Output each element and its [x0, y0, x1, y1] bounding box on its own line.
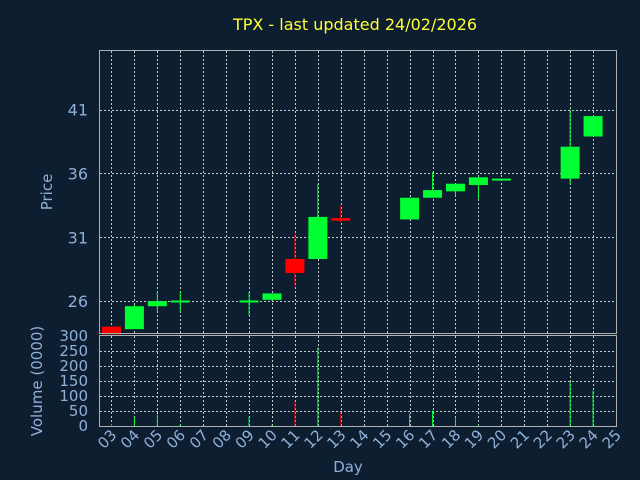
candle-body: [423, 190, 443, 198]
volume-tick-label: 150: [59, 372, 88, 390]
candle-body: [124, 306, 144, 330]
candle-body: [101, 326, 121, 335]
volume-tick-label: 200: [59, 357, 88, 375]
price-axis-label: Price: [38, 174, 56, 211]
candle-body: [147, 301, 167, 307]
candle-body: [239, 300, 259, 303]
price-axis-ticks: 26 31 36 41: [68, 101, 88, 311]
candle-body: [308, 216, 328, 259]
volume-tick-label: 0: [78, 417, 88, 435]
candle-body: [262, 293, 282, 300]
volume-series: [110, 347, 594, 426]
candle-body: [331, 218, 351, 221]
volume-tick-label: 100: [59, 387, 88, 405]
chart-title: TPX - last updated 24/02/2026: [232, 15, 477, 34]
volume-tick-label: 300: [59, 327, 88, 345]
price-tick-label: 31: [68, 228, 88, 247]
candle-body: [583, 116, 603, 137]
volume-axis-label: Volume (0000): [28, 326, 46, 436]
volume-grid: [100, 336, 616, 426]
candle-body: [560, 146, 580, 179]
candle-body: [445, 183, 465, 192]
price-tick-label: 36: [68, 164, 88, 183]
candlestick-series: [101, 109, 603, 335]
candle-body: [285, 258, 305, 274]
price-grid: [100, 51, 616, 333]
day-axis-ticks: 0304050607080910111213141516171819202122…: [94, 426, 625, 452]
volume-tick-label: 50: [69, 402, 88, 420]
candle-body: [170, 300, 190, 303]
candle-body: [491, 178, 511, 181]
price-tick-label: 41: [68, 101, 88, 120]
volume-panel-frame: [99, 335, 617, 427]
volume-tick-label: 250: [59, 342, 88, 360]
candle-body: [400, 197, 420, 220]
day-axis-label: Day: [333, 458, 363, 476]
price-tick-label: 26: [68, 292, 88, 311]
candle-body: [468, 177, 488, 185]
price-panel-frame: [99, 50, 617, 334]
